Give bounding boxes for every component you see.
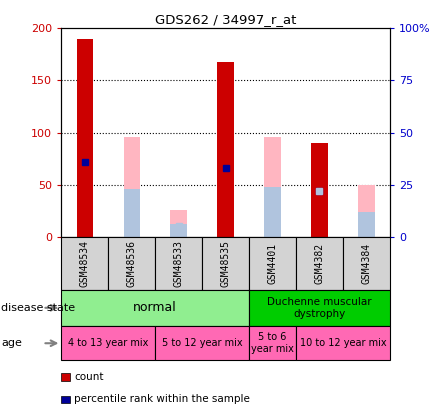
Text: Duchenne muscular
dystrophy: Duchenne muscular dystrophy (267, 297, 372, 319)
Text: count: count (74, 372, 104, 382)
Text: age: age (1, 338, 22, 348)
Bar (170, 224, 187, 237)
Bar (264, 137, 281, 237)
Text: 4 to 13 year mix: 4 to 13 year mix (68, 338, 148, 348)
Bar (124, 189, 140, 237)
Bar (170, 210, 187, 237)
Text: 10 to 12 year mix: 10 to 12 year mix (300, 338, 386, 348)
Bar (61, 326, 155, 360)
Bar (264, 187, 281, 237)
Bar (249, 326, 296, 360)
Bar (296, 237, 343, 290)
Text: GSM48534: GSM48534 (80, 240, 90, 287)
Text: 5 to 12 year mix: 5 to 12 year mix (162, 338, 242, 348)
Text: GSM4384: GSM4384 (361, 243, 371, 284)
Bar (358, 185, 374, 237)
Text: GSM48536: GSM48536 (127, 240, 137, 287)
Bar (77, 39, 93, 237)
Bar (108, 237, 155, 290)
Text: 5 to 6
year mix: 5 to 6 year mix (251, 333, 294, 354)
Bar (202, 237, 249, 290)
Text: GSM4401: GSM4401 (268, 243, 278, 284)
Text: percentile rank within the sample: percentile rank within the sample (74, 394, 250, 404)
Bar (155, 326, 249, 360)
Text: disease state: disease state (1, 303, 75, 313)
Bar (61, 237, 108, 290)
Bar (124, 137, 140, 237)
Bar (217, 62, 234, 237)
Bar (358, 212, 374, 237)
Text: normal: normal (133, 301, 177, 314)
Bar (249, 237, 296, 290)
Text: GSM4382: GSM4382 (314, 243, 325, 284)
Bar (249, 290, 390, 326)
Text: GSM48533: GSM48533 (173, 240, 184, 287)
Bar (343, 237, 390, 290)
Bar (155, 237, 202, 290)
Text: GSM48535: GSM48535 (221, 240, 230, 287)
Bar (61, 290, 249, 326)
Bar (311, 143, 328, 237)
Bar (296, 326, 390, 360)
Title: GDS262 / 34997_r_at: GDS262 / 34997_r_at (155, 13, 296, 26)
